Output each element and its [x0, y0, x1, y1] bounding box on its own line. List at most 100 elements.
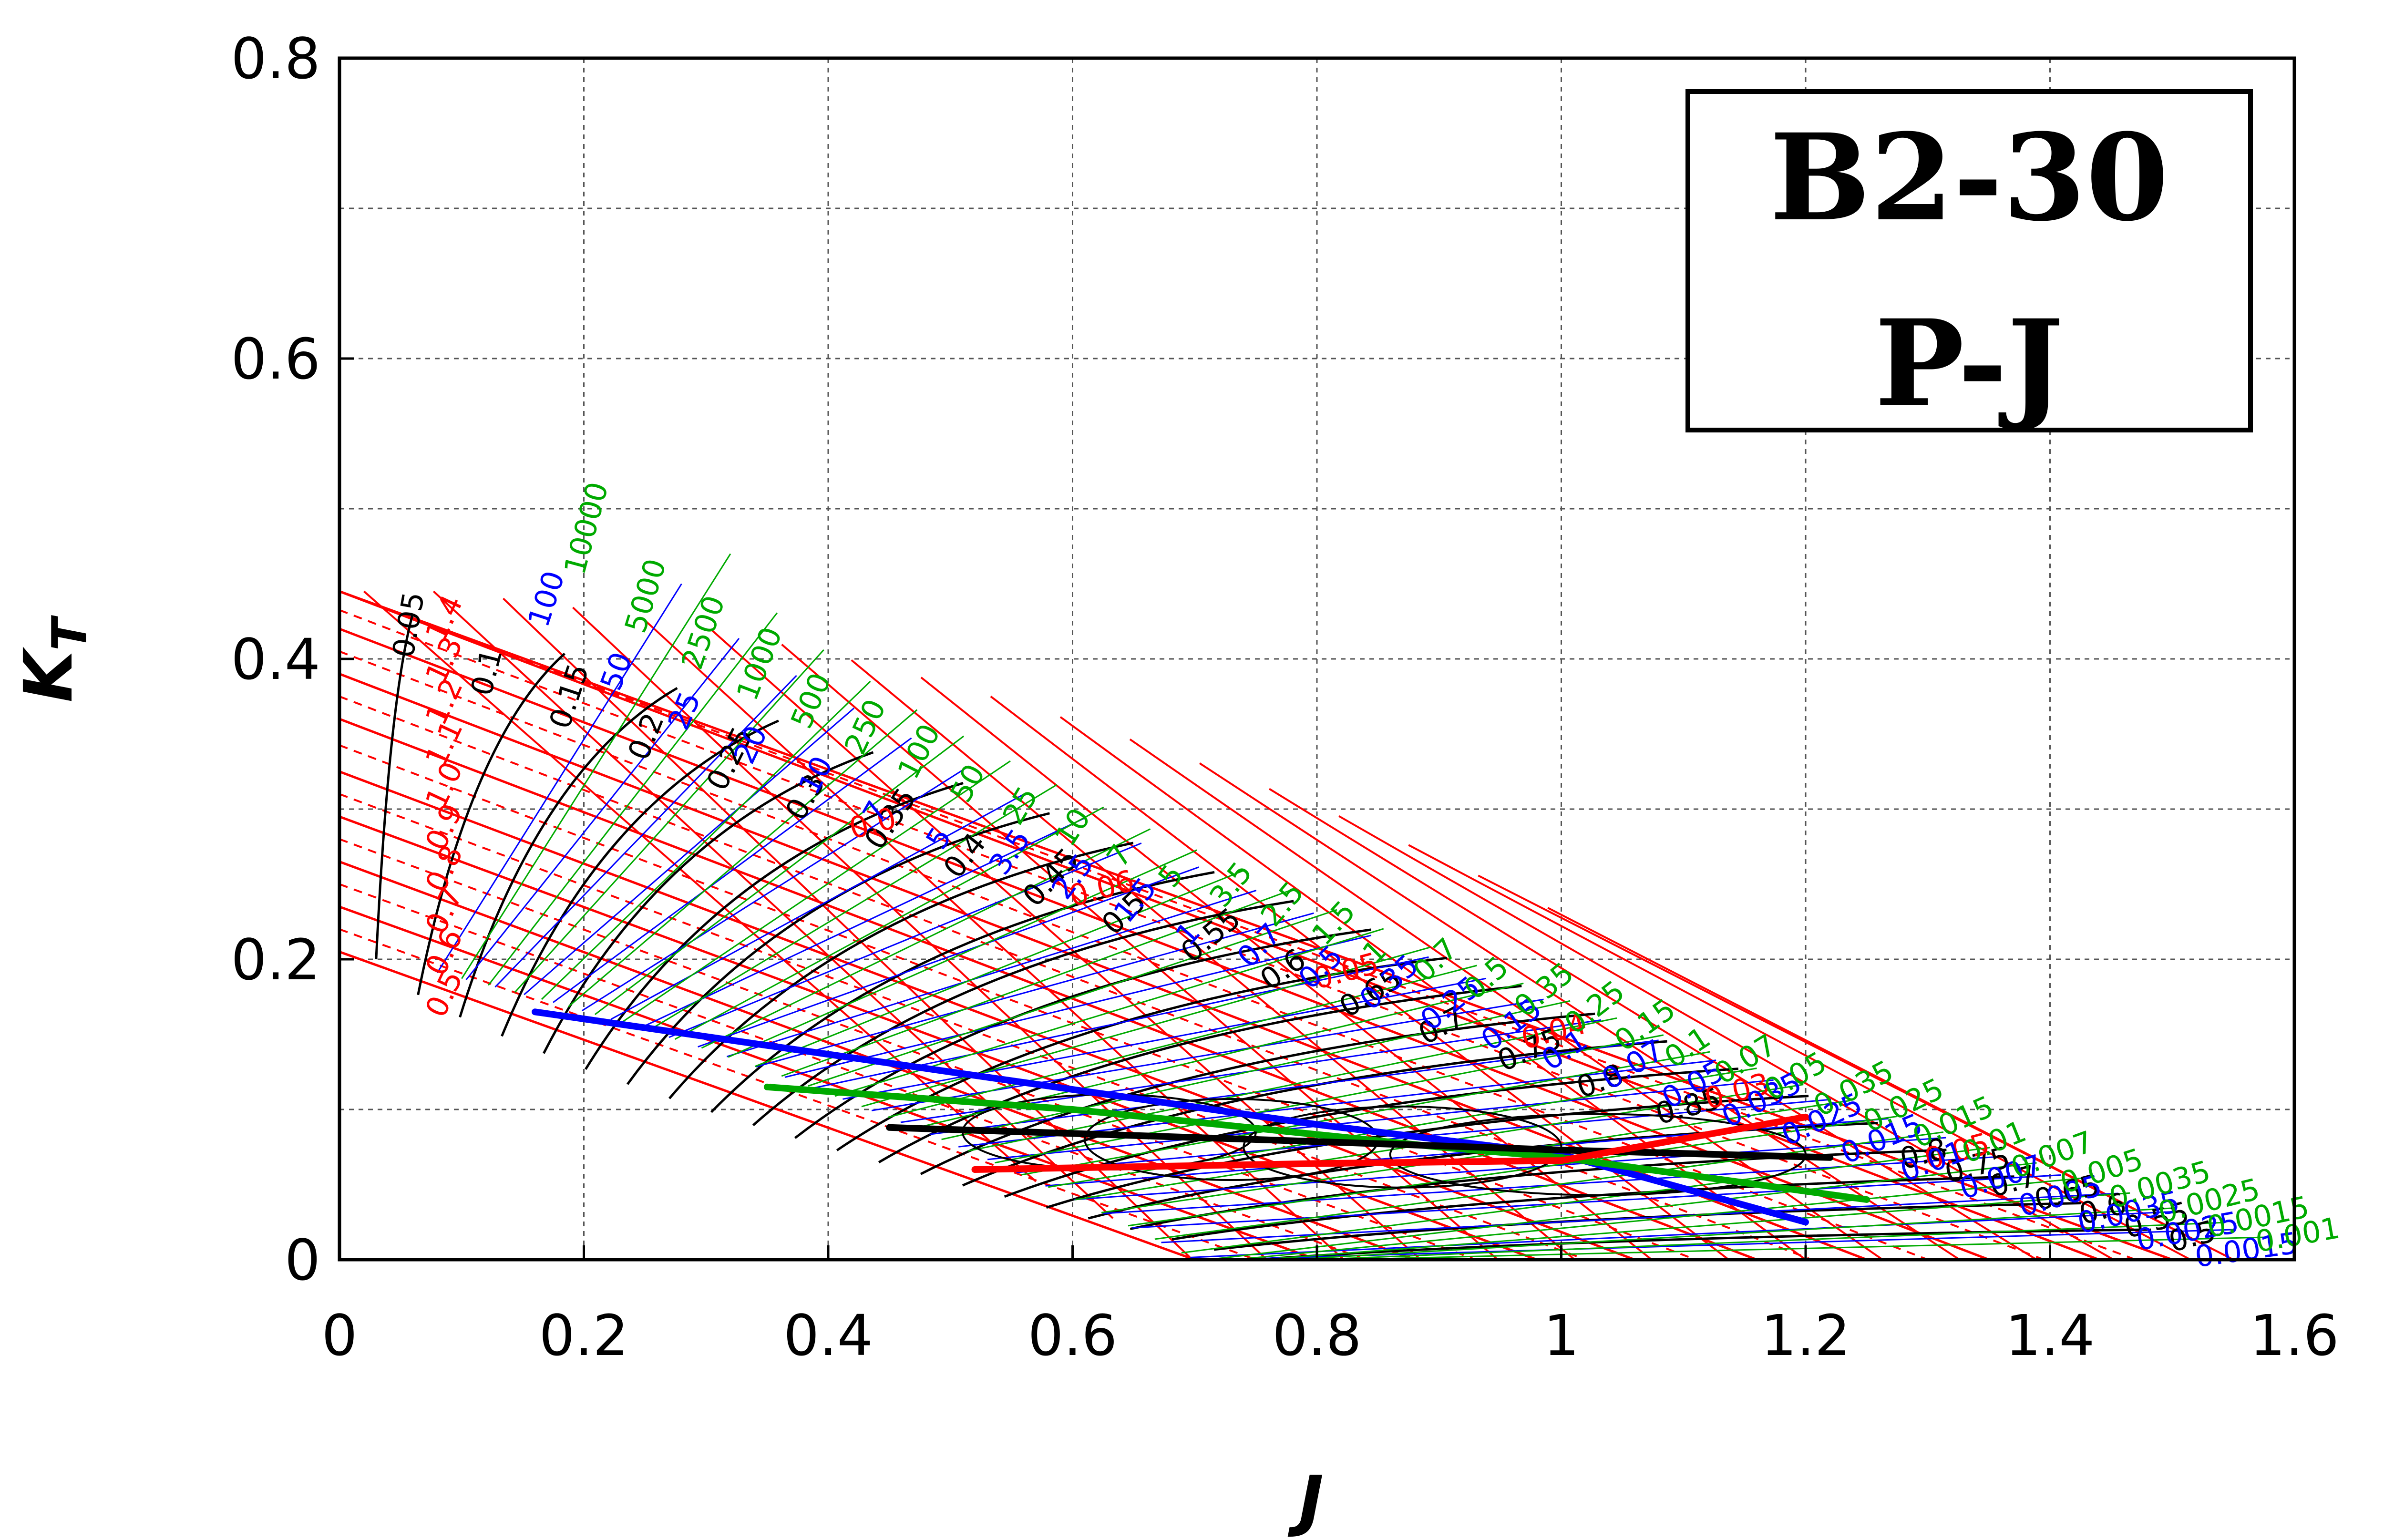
diameter-line — [1269, 788, 2037, 1260]
axis-ticks: 0 0.2 0.4 0.6 0.8 1 1.2 1.4 1.6 0 0.2 0.4 0.6 0.8 — [231, 26, 2339, 1368]
delta-line — [781, 890, 1291, 1077]
delta-line — [1261, 1192, 2130, 1260]
delta-line — [461, 553, 731, 979]
efficiency-curve — [585, 782, 964, 1070]
y-tick-label: 0.2 — [231, 927, 320, 993]
delta-line — [514, 649, 824, 993]
y-tick-label: 0.4 — [231, 626, 320, 692]
efficiency-curve — [459, 687, 678, 1018]
delta-line — [1181, 1147, 1990, 1254]
delta-line — [754, 870, 1244, 1068]
efficiency-curve — [752, 900, 1294, 1127]
delta-line — [674, 806, 1104, 1040]
delta-line — [1101, 1099, 1850, 1213]
diameter-line — [711, 629, 1422, 1260]
delta-line — [1154, 1131, 1944, 1240]
pitch-line-dashed — [339, 744, 1696, 1260]
box-line-2: P-J — [1875, 293, 2064, 433]
bp-line — [843, 977, 1487, 1100]
bp-line — [494, 675, 797, 988]
diameter-line — [781, 644, 1499, 1260]
delta-line — [594, 735, 965, 1015]
efficiency-curve — [920, 1012, 1595, 1175]
optimum-line — [971, 1113, 1809, 1173]
delta-line — [1021, 1051, 1710, 1176]
x-tick-label: 0.2 — [539, 1303, 629, 1368]
bp-line — [929, 1039, 1659, 1135]
y-tick-label: 0.8 — [231, 26, 320, 92]
diameter-line — [1547, 907, 2234, 1260]
y-tick-label: 0 — [285, 1227, 320, 1293]
delta-line — [1288, 1207, 2177, 1260]
bp-line — [581, 765, 970, 1012]
optimum-line — [532, 1008, 1809, 1226]
bp-line — [698, 866, 1199, 1048]
svg-text:KT: KT — [10, 615, 97, 703]
optimum-line — [886, 1124, 1834, 1161]
bp-line — [726, 890, 1257, 1057]
diameter-line — [1199, 762, 1960, 1260]
delta-line — [701, 828, 1151, 1049]
x-tick-label: 1.4 — [2005, 1303, 2095, 1368]
diameter-line — [1338, 815, 2114, 1260]
bp-line — [784, 934, 1372, 1078]
delta-line — [1234, 1177, 2084, 1260]
x-tick-label: 1.6 — [2250, 1303, 2339, 1368]
delta-line — [968, 1017, 1617, 1152]
delta-line — [808, 909, 1337, 1087]
bp-line — [553, 737, 912, 1003]
x-tick-label: 1 — [1543, 1303, 1579, 1368]
efficiency-curve — [668, 842, 1134, 1099]
delta-line — [861, 946, 1431, 1108]
y-axis-title-main: K — [10, 646, 88, 702]
x-tick-label: 0.8 — [1272, 1303, 1362, 1368]
pitch-line-dashed — [339, 928, 1256, 1260]
delta-line — [995, 1034, 1664, 1164]
delta-line — [647, 784, 1058, 1032]
pitch-line — [339, 770, 1635, 1260]
bp-line — [1190, 1211, 2176, 1258]
delta-line — [621, 760, 1011, 1023]
delta-line — [1128, 1116, 1897, 1227]
bp-line — [987, 1079, 1774, 1160]
delta-line — [941, 1000, 1571, 1140]
efficiency-curve — [878, 985, 1522, 1163]
y-axis-title: KT — [10, 615, 97, 703]
delta-line — [488, 612, 778, 986]
efficiency-curve — [1171, 1175, 2014, 1241]
y-tick-label: 0.6 — [231, 326, 320, 392]
x-tick-label: 0.6 — [1028, 1303, 1118, 1368]
curve-labels: 0.050.1 0.150.2 0.250.3 0.35 0.4 0.45 0.5 0.55 0… — [386, 478, 2343, 1274]
delta-line — [567, 709, 918, 1007]
diameter-line — [432, 590, 1114, 1219]
pitch-line — [339, 590, 2173, 1260]
delta-line — [1208, 1162, 2037, 1260]
bp-line — [1074, 1137, 1946, 1201]
pitch-line — [339, 950, 1195, 1260]
efficiency-curve — [375, 613, 414, 960]
delta-line — [728, 849, 1198, 1058]
diameter-line — [642, 617, 1345, 1260]
x-tick-label: 0.4 — [783, 1303, 873, 1368]
efficiency-curve — [543, 751, 874, 1054]
bp-line — [1132, 1174, 2061, 1229]
legend-title-box: B2-30 P-J — [1685, 89, 2253, 433]
pitch-line-dashed — [339, 695, 1812, 1260]
delta-line — [888, 965, 1477, 1118]
delta-line — [1315, 1222, 2223, 1260]
pitch-line — [339, 905, 1317, 1260]
x-tick-label: 1.2 — [1761, 1303, 1850, 1368]
bp-line — [639, 818, 1084, 1029]
bp-line — [668, 842, 1142, 1038]
pitch-line-dashed — [339, 838, 1476, 1260]
diameter-line — [363, 590, 1037, 1182]
diameter-line — [1408, 844, 2191, 1260]
bp-line — [610, 792, 1027, 1020]
x-tick-label: 0 — [321, 1303, 357, 1368]
efficiency-curve — [417, 653, 565, 996]
curve-families — [339, 553, 2270, 1260]
pitch-line-dashed — [339, 793, 1586, 1260]
delta-line — [541, 680, 871, 1000]
y-axis-title-sub: T — [41, 615, 97, 651]
